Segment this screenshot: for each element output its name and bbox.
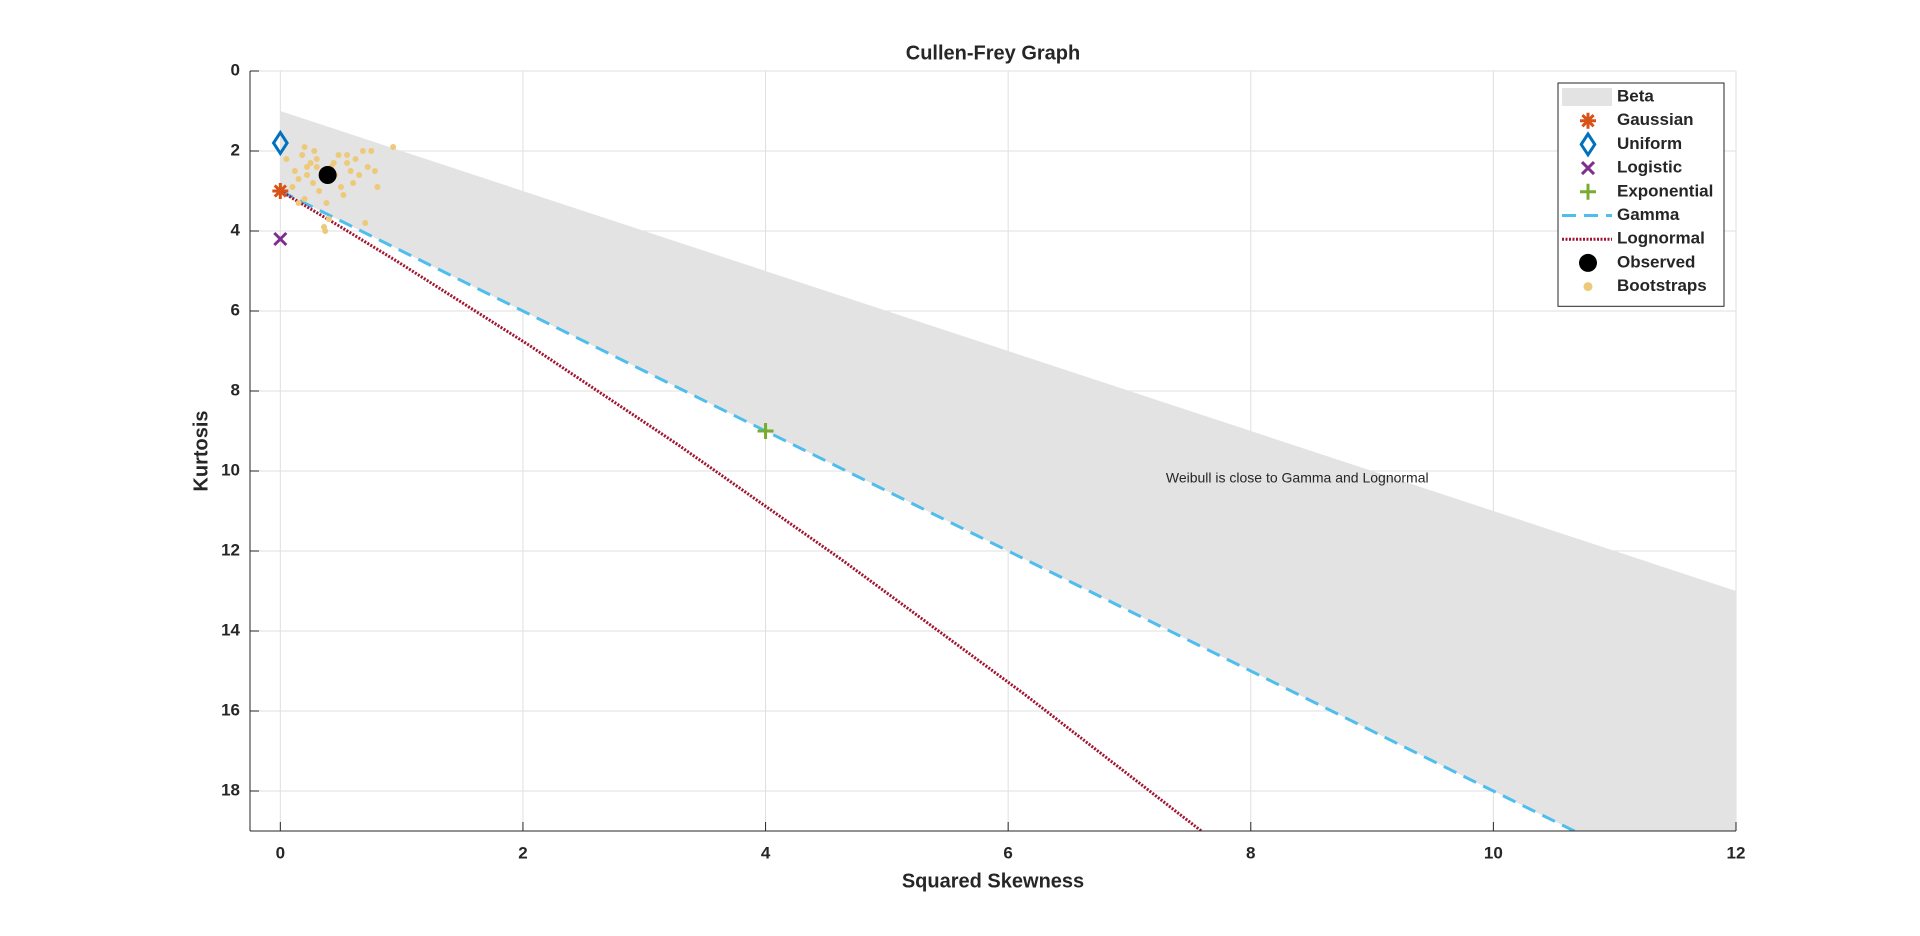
x-tick-label: 8	[1246, 843, 1255, 862]
bootstrap-point	[311, 148, 318, 154]
y-tick-label: 6	[231, 300, 240, 319]
legend: Beta Gaussian Uniform Logistic Exponential Ga…	[1557, 82, 1725, 307]
bootstrap-point	[350, 180, 357, 186]
bootstrap-point	[359, 148, 366, 154]
marker	[271, 129, 289, 157]
legend-swatch	[1580, 161, 1596, 176]
y-tick-label: 14	[221, 620, 240, 639]
bootstrap-point	[283, 156, 290, 162]
legend-swatch	[1580, 112, 1596, 129]
x-tick-label: 0	[276, 843, 285, 862]
bootstrap-point	[356, 172, 363, 178]
legend-label: Logistic	[1617, 158, 1682, 177]
bootstrap-point	[316, 188, 323, 194]
bootstrap-point	[310, 180, 317, 186]
marker	[757, 423, 774, 439]
axes: 0 2 4 6 8 10 12 0 2 4 6 8 10 12 14 16 18	[221, 60, 1745, 862]
legend-swatch	[1580, 183, 1596, 200]
bootstrap-point	[301, 144, 308, 150]
bootstrap-point	[301, 196, 308, 202]
bootstrap-point	[325, 216, 332, 222]
bootstrap-point	[390, 144, 397, 150]
legend-label: Beta	[1617, 86, 1654, 105]
bootstrap-point	[340, 192, 347, 198]
bootstrap-point	[295, 200, 302, 206]
annotation: Weibull is close to Gamma and Lognormal	[1166, 470, 1429, 486]
y-tick-label: 12	[221, 540, 240, 559]
legend-swatch	[1583, 282, 1593, 292]
bootstrap-point	[307, 160, 314, 166]
x-tick-label: 12	[1727, 843, 1746, 862]
bootstrap-point	[371, 168, 378, 174]
bootstrap-point	[330, 160, 337, 166]
chart-title: Cullen-Frey Graph	[906, 42, 1080, 64]
bootstrap-point	[289, 184, 296, 190]
x-axis-label: Squared Skewness	[902, 870, 1084, 892]
bootstrap-point	[362, 220, 369, 226]
bootstrap-point	[304, 164, 311, 170]
bootstrap-point	[352, 156, 359, 162]
legend-label: Gamma	[1617, 205, 1680, 224]
marker	[273, 231, 288, 247]
bootstrap-point	[335, 152, 342, 158]
y-tick-label: 2	[231, 140, 240, 159]
bootstrap-point	[368, 148, 375, 154]
curve	[279, 189, 1578, 831]
legend-label: Gaussian	[1617, 110, 1694, 129]
legend-label: Lognormal	[1617, 229, 1705, 248]
legend-swatch	[1562, 88, 1612, 106]
legend-swatch	[1579, 253, 1597, 272]
x-tick-label: 2	[518, 843, 527, 862]
bootstrap-point	[374, 184, 381, 190]
legend-label: Uniform	[1617, 134, 1682, 153]
bootstrap-point	[299, 152, 306, 158]
y-tick-label: 0	[231, 60, 240, 79]
bootstrap-point	[304, 172, 311, 178]
bootstrap-point	[364, 164, 371, 170]
bootstrap-point	[337, 184, 344, 190]
x-tick-label: 6	[1003, 843, 1012, 862]
bootstrap-point	[347, 168, 354, 174]
legend-label: Observed	[1617, 252, 1695, 271]
bootstrap-point	[344, 160, 351, 166]
y-tick-label: 8	[231, 380, 240, 399]
x-tick-label: 10	[1484, 843, 1503, 862]
beta-region	[280, 111, 1736, 831]
legend-label: Exponential	[1617, 181, 1713, 200]
bootstrap-point	[313, 156, 320, 162]
y-tick-label: 10	[221, 460, 240, 479]
x-tick-label: 4	[761, 843, 771, 862]
bootstrap-point	[322, 228, 329, 234]
plot-area: Weibull is close to Gamma and Lognormal	[271, 111, 1736, 831]
bootstrap-point	[291, 168, 298, 174]
legend-swatch	[1579, 131, 1597, 158]
bootstrap-point	[323, 200, 330, 206]
bootstrap-point	[313, 164, 320, 170]
marker	[272, 183, 289, 199]
y-axis-label: Kurtosis	[190, 410, 212, 491]
y-tick-label: 16	[221, 700, 240, 719]
bootstrap-point	[344, 152, 351, 158]
y-tick-label: 18	[221, 780, 240, 799]
observed-point	[318, 166, 337, 184]
legend-label: Bootstraps	[1617, 276, 1707, 295]
y-tick-label: 4	[231, 220, 241, 239]
curve	[279, 189, 1204, 831]
bootstrap-point	[295, 176, 302, 182]
